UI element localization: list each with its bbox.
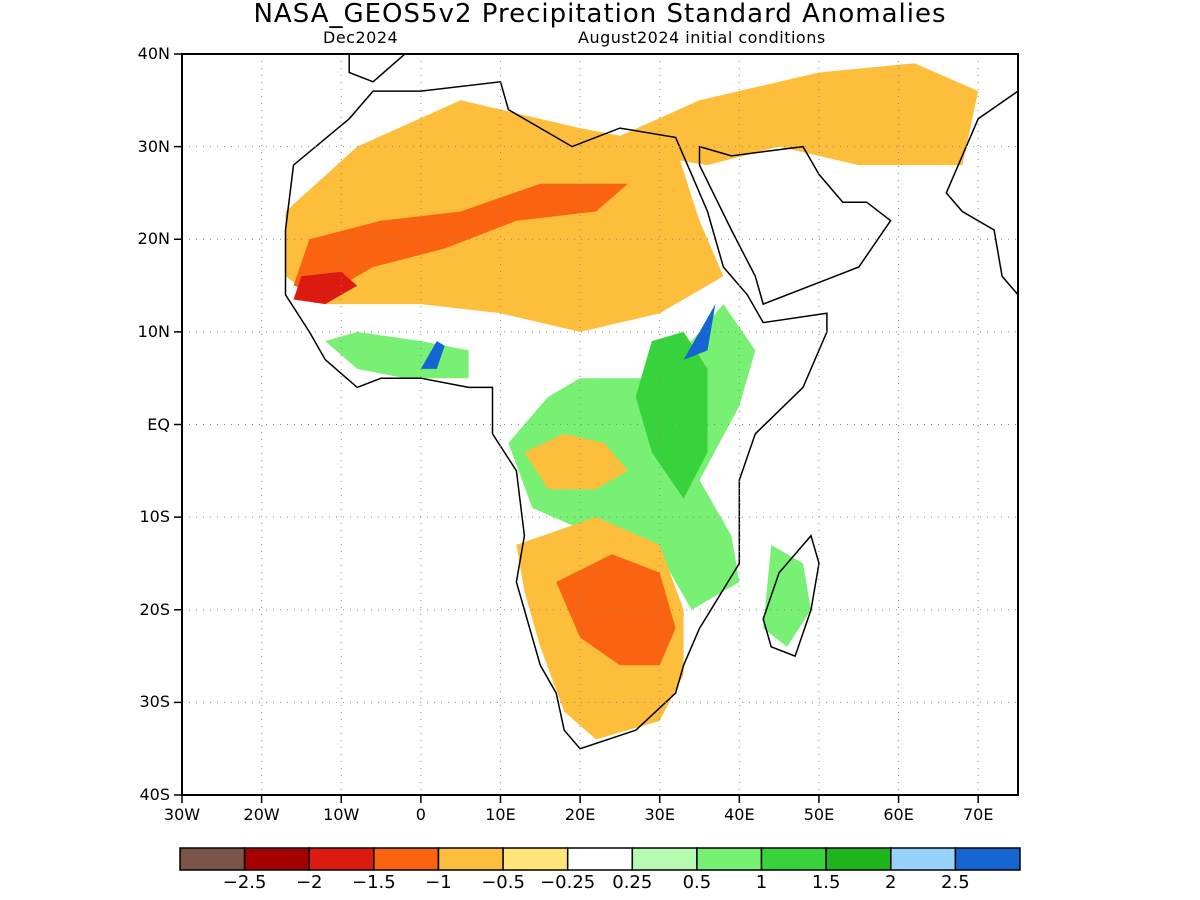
colorbar-swatch [179, 847, 246, 871]
forecast-month: Dec2024 [323, 28, 399, 47]
outline-madagascar [762, 534, 820, 658]
anomaly-regions [285, 63, 979, 740]
lat-tick-label: 40N [137, 44, 170, 63]
colorbar-label: −0.25 [540, 872, 596, 893]
lat-tick-label: 20N [137, 229, 170, 249]
outline-india [945, 90, 1018, 296]
colorbar-swatch [502, 847, 569, 871]
colorbar-swatch [243, 847, 310, 871]
lat-tick-label: 10N [137, 321, 170, 341]
colorbar-swatch [954, 847, 1021, 871]
lon-tick-label: 10E [485, 805, 516, 824]
colorbar-swatch [760, 847, 827, 871]
colorbar-label: 0.25 [612, 872, 653, 893]
anomaly-region-6 [683, 304, 716, 360]
colorbar-label: −1.5 [351, 872, 396, 893]
colorbar-swatch [696, 847, 763, 871]
outline-africa [284, 80, 828, 750]
colorbar-swatch [890, 847, 957, 871]
lat-tick-label: 30S [139, 692, 170, 712]
colorbar-swatch [308, 847, 375, 871]
axis-ticks [174, 53, 979, 803]
colorbar-label: −2.5 [222, 872, 267, 893]
colorbar-swatch [373, 847, 440, 871]
lon-tick-label: 60E [883, 805, 914, 824]
anomaly-region-5 [635, 331, 708, 499]
colorbar-swatch [825, 847, 892, 871]
outline-arabia [698, 145, 892, 306]
anomaly-region-3 [596, 63, 979, 166]
lon-tick-label: 70E [962, 805, 994, 824]
lon-tick-label: 0 [415, 805, 426, 824]
lon-tick-label: 40E [724, 805, 755, 824]
map-title: NASA_GEOS5v2 Precipitation Standard Anom… [253, 0, 947, 29]
lon-tick-label: 30W [163, 805, 201, 824]
initial-conditions: August2024 initial conditions [578, 28, 826, 47]
lat-tick-label: 30N [137, 136, 170, 156]
colorbar-swatch [437, 847, 504, 871]
colorbar-label: −1 [425, 872, 452, 893]
anomaly-region-1 [293, 183, 628, 295]
lat-tick-label: 40S [139, 785, 170, 804]
colorbar-label: 1 [755, 872, 768, 893]
colorbar-label: 2.5 [941, 872, 970, 893]
colorbar-label: 1.5 [811, 872, 841, 893]
lat-tick-label: 10S [139, 507, 170, 527]
colorbar-label: −0.5 [481, 872, 525, 893]
anomaly-region-12 [524, 433, 628, 490]
anomaly-region-9 [420, 341, 445, 369]
colorbar [179, 847, 1021, 871]
colorbar-label: 0.5 [682, 872, 712, 893]
anomaly-region-13 [763, 544, 811, 647]
anomaly-region-11 [556, 554, 676, 666]
lon-tick-label: 20E [564, 805, 596, 824]
colorbar-label: −2 [295, 872, 323, 893]
lon-tick-label: 10W [323, 805, 360, 824]
lon-tick-label: 20W [243, 805, 280, 824]
anomaly-region-2 [293, 271, 358, 305]
colorbar-swatch [566, 847, 634, 871]
anomaly-region-8 [325, 331, 469, 379]
outline-iberia [348, 54, 407, 83]
land-outlines [284, 54, 1018, 750]
lon-tick-label: 30E [644, 805, 675, 824]
lat-tick-label: 20S [139, 599, 170, 619]
colorbar-label: 2 [885, 872, 897, 893]
lon-tick-label: 50E [803, 805, 835, 824]
lat-tick-label: EQ [147, 414, 170, 434]
colorbar-swatch [631, 847, 698, 871]
